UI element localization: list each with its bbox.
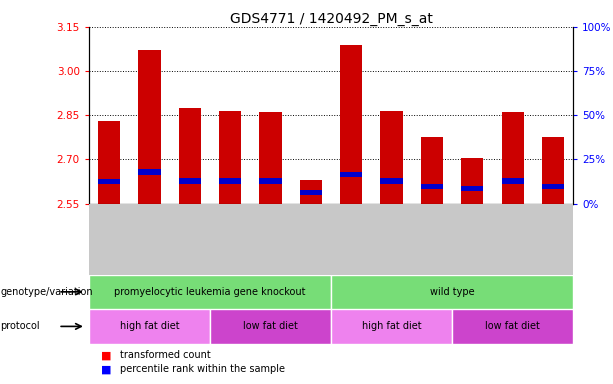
- Bar: [98, 179, 120, 184]
- Bar: [331, 309, 452, 344]
- Bar: [139, 169, 161, 175]
- Bar: [381, 111, 403, 204]
- Bar: [210, 309, 331, 344]
- Bar: [452, 309, 573, 344]
- Bar: [331, 275, 573, 309]
- Bar: [461, 186, 484, 191]
- Text: transformed count: transformed count: [120, 350, 210, 360]
- Text: promyelocytic leukemia gene knockout: promyelocytic leukemia gene knockout: [114, 287, 306, 297]
- Bar: [259, 178, 281, 184]
- Bar: [381, 178, 403, 184]
- Bar: [98, 121, 120, 204]
- Text: high fat diet: high fat diet: [362, 321, 421, 331]
- Bar: [542, 137, 564, 204]
- Text: low fat diet: low fat diet: [243, 321, 298, 331]
- Bar: [219, 178, 242, 184]
- Bar: [259, 112, 281, 204]
- Text: percentile rank within the sample: percentile rank within the sample: [120, 364, 284, 374]
- Bar: [178, 108, 201, 204]
- Text: genotype/variation: genotype/variation: [1, 287, 93, 297]
- Bar: [219, 111, 242, 204]
- Bar: [139, 50, 161, 204]
- Bar: [501, 178, 524, 184]
- Title: GDS4771 / 1420492_PM_s_at: GDS4771 / 1420492_PM_s_at: [230, 12, 432, 26]
- Bar: [421, 137, 443, 204]
- Text: high fat diet: high fat diet: [120, 321, 179, 331]
- Text: low fat diet: low fat diet: [485, 321, 540, 331]
- Text: ■: ■: [101, 350, 112, 360]
- Text: protocol: protocol: [1, 321, 40, 331]
- Text: ■: ■: [101, 364, 112, 374]
- Bar: [340, 172, 362, 177]
- Bar: [461, 158, 484, 204]
- Bar: [340, 45, 362, 204]
- Bar: [421, 184, 443, 189]
- Bar: [178, 178, 201, 184]
- Bar: [542, 184, 564, 189]
- Bar: [300, 190, 322, 195]
- Bar: [89, 275, 331, 309]
- Bar: [300, 180, 322, 204]
- Bar: [501, 112, 524, 204]
- Text: wild type: wild type: [430, 287, 474, 297]
- Bar: [89, 309, 210, 344]
